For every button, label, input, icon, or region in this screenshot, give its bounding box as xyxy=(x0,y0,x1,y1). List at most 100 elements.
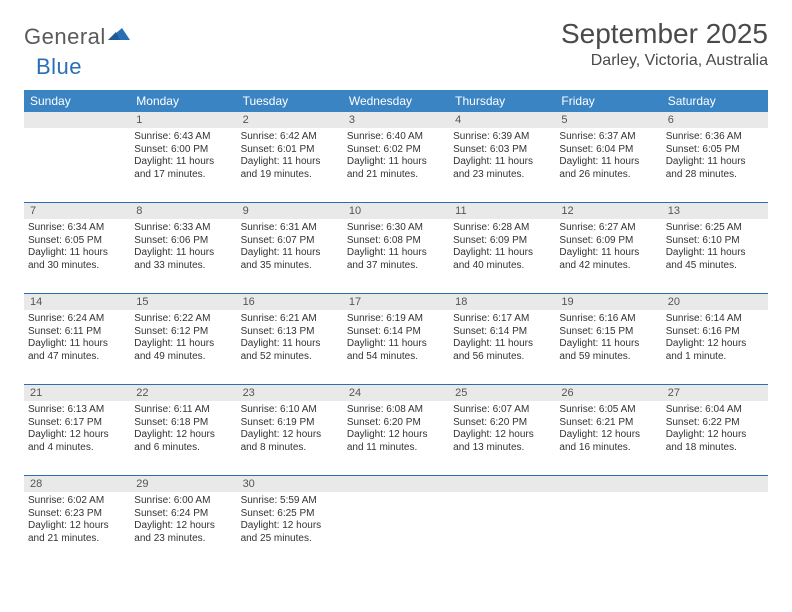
day-number: 22 xyxy=(130,385,236,401)
day-cell xyxy=(343,492,449,566)
location-text: Darley, Victoria, Australia xyxy=(561,52,768,70)
weeks-container: 123456Sunrise: 6:43 AMSunset: 6:00 PMDay… xyxy=(24,112,768,566)
day-cell: Sunrise: 6:04 AMSunset: 6:22 PMDaylight:… xyxy=(662,401,768,475)
sunrise-text: Sunrise: 6:33 AM xyxy=(134,222,232,235)
day-number: 9 xyxy=(237,203,343,219)
daylight-text-1: Daylight: 12 hours xyxy=(241,429,339,442)
sunrise-text: Sunrise: 6:30 AM xyxy=(347,222,445,235)
daylight-text-1: Daylight: 11 hours xyxy=(241,247,339,260)
daylight-text-2: and 13 minutes. xyxy=(453,442,551,455)
daylight-text-1: Daylight: 11 hours xyxy=(666,156,764,169)
sunrise-text: Sunrise: 5:59 AM xyxy=(241,495,339,508)
sunrise-text: Sunrise: 6:27 AM xyxy=(559,222,657,235)
day-cell xyxy=(662,492,768,566)
sunset-text: Sunset: 6:15 PM xyxy=(559,326,657,339)
daylight-text-2: and 11 minutes. xyxy=(347,442,445,455)
sunrise-text: Sunrise: 6:34 AM xyxy=(28,222,126,235)
day-cell: Sunrise: 6:31 AMSunset: 6:07 PMDaylight:… xyxy=(237,219,343,293)
logo-text-right: Blue xyxy=(36,54,82,79)
day-header-sat: Saturday xyxy=(662,90,768,112)
day-number: 4 xyxy=(449,112,555,128)
day-cell: Sunrise: 6:07 AMSunset: 6:20 PMDaylight:… xyxy=(449,401,555,475)
day-header-tue: Tuesday xyxy=(237,90,343,112)
daylight-text-1: Daylight: 12 hours xyxy=(241,520,339,533)
title-block: September 2025 Darley, Victoria, Austral… xyxy=(561,18,768,70)
day-header-sun: Sunday xyxy=(24,90,130,112)
sunrise-text: Sunrise: 6:43 AM xyxy=(134,131,232,144)
day-number: 16 xyxy=(237,294,343,310)
daylight-text-2: and 21 minutes. xyxy=(347,169,445,182)
sunset-text: Sunset: 6:20 PM xyxy=(347,417,445,430)
daylight-text-2: and 16 minutes. xyxy=(559,442,657,455)
daylight-text-1: Daylight: 11 hours xyxy=(453,156,551,169)
day-cell: Sunrise: 6:42 AMSunset: 6:01 PMDaylight:… xyxy=(237,128,343,202)
sunset-text: Sunset: 6:01 PM xyxy=(241,144,339,157)
day-number: 26 xyxy=(555,385,661,401)
daylight-text-2: and 35 minutes. xyxy=(241,260,339,273)
day-header-wed: Wednesday xyxy=(343,90,449,112)
sunset-text: Sunset: 6:21 PM xyxy=(559,417,657,430)
week-row: Sunrise: 6:13 AMSunset: 6:17 PMDaylight:… xyxy=(24,401,768,475)
sunrise-text: Sunrise: 6:14 AM xyxy=(666,313,764,326)
daylight-text-1: Daylight: 11 hours xyxy=(347,247,445,260)
day-number: 17 xyxy=(343,294,449,310)
sunrise-text: Sunrise: 6:36 AM xyxy=(666,131,764,144)
day-cell: Sunrise: 6:36 AMSunset: 6:05 PMDaylight:… xyxy=(662,128,768,202)
day-number: 24 xyxy=(343,385,449,401)
logo: General xyxy=(24,24,130,50)
daylight-text-2: and 23 minutes. xyxy=(453,169,551,182)
sunset-text: Sunset: 6:23 PM xyxy=(28,508,126,521)
day-number xyxy=(343,476,449,492)
sunset-text: Sunset: 6:09 PM xyxy=(453,235,551,248)
day-number: 27 xyxy=(662,385,768,401)
day-cell: Sunrise: 6:24 AMSunset: 6:11 PMDaylight:… xyxy=(24,310,130,384)
sunset-text: Sunset: 6:19 PM xyxy=(241,417,339,430)
sunset-text: Sunset: 6:04 PM xyxy=(559,144,657,157)
sunrise-text: Sunrise: 6:00 AM xyxy=(134,495,232,508)
day-number: 12 xyxy=(555,203,661,219)
day-cell xyxy=(24,128,130,202)
daylight-text-2: and 45 minutes. xyxy=(666,260,764,273)
day-number: 30 xyxy=(237,476,343,492)
day-number: 21 xyxy=(24,385,130,401)
sunset-text: Sunset: 6:16 PM xyxy=(666,326,764,339)
sunrise-text: Sunrise: 6:40 AM xyxy=(347,131,445,144)
sunset-text: Sunset: 6:09 PM xyxy=(559,235,657,248)
sunset-text: Sunset: 6:17 PM xyxy=(28,417,126,430)
sunset-text: Sunset: 6:14 PM xyxy=(453,326,551,339)
week-row: Sunrise: 6:24 AMSunset: 6:11 PMDaylight:… xyxy=(24,310,768,384)
sunrise-text: Sunrise: 6:39 AM xyxy=(453,131,551,144)
sunrise-text: Sunrise: 6:28 AM xyxy=(453,222,551,235)
daylight-text-1: Daylight: 11 hours xyxy=(134,338,232,351)
day-number xyxy=(449,476,555,492)
sunrise-text: Sunrise: 6:22 AM xyxy=(134,313,232,326)
sunset-text: Sunset: 6:02 PM xyxy=(347,144,445,157)
sunset-text: Sunset: 6:25 PM xyxy=(241,508,339,521)
sunset-text: Sunset: 6:00 PM xyxy=(134,144,232,157)
day-cell: Sunrise: 6:22 AMSunset: 6:12 PMDaylight:… xyxy=(130,310,236,384)
day-cell: Sunrise: 6:34 AMSunset: 6:05 PMDaylight:… xyxy=(24,219,130,293)
daylight-text-2: and 17 minutes. xyxy=(134,169,232,182)
daylight-text-2: and 54 minutes. xyxy=(347,351,445,364)
daylight-text-2: and 23 minutes. xyxy=(134,533,232,546)
day-cell: Sunrise: 6:40 AMSunset: 6:02 PMDaylight:… xyxy=(343,128,449,202)
day-number: 25 xyxy=(449,385,555,401)
daylight-text-2: and 18 minutes. xyxy=(666,442,764,455)
daylight-text-1: Daylight: 11 hours xyxy=(559,156,657,169)
sunset-text: Sunset: 6:18 PM xyxy=(134,417,232,430)
calendar-grid: Sunday Monday Tuesday Wednesday Thursday… xyxy=(24,90,768,566)
daylight-text-1: Daylight: 11 hours xyxy=(28,338,126,351)
daylight-text-1: Daylight: 12 hours xyxy=(28,520,126,533)
day-number: 28 xyxy=(24,476,130,492)
daylight-text-2: and 4 minutes. xyxy=(28,442,126,455)
day-number: 11 xyxy=(449,203,555,219)
daylight-text-1: Daylight: 11 hours xyxy=(241,338,339,351)
sunset-text: Sunset: 6:03 PM xyxy=(453,144,551,157)
day-cell: Sunrise: 6:21 AMSunset: 6:13 PMDaylight:… xyxy=(237,310,343,384)
daylight-text-2: and 6 minutes. xyxy=(134,442,232,455)
daylight-text-1: Daylight: 11 hours xyxy=(559,338,657,351)
sunrise-text: Sunrise: 6:04 AM xyxy=(666,404,764,417)
daylight-text-1: Daylight: 11 hours xyxy=(347,156,445,169)
daylight-text-2: and 21 minutes. xyxy=(28,533,126,546)
daylight-text-2: and 42 minutes. xyxy=(559,260,657,273)
